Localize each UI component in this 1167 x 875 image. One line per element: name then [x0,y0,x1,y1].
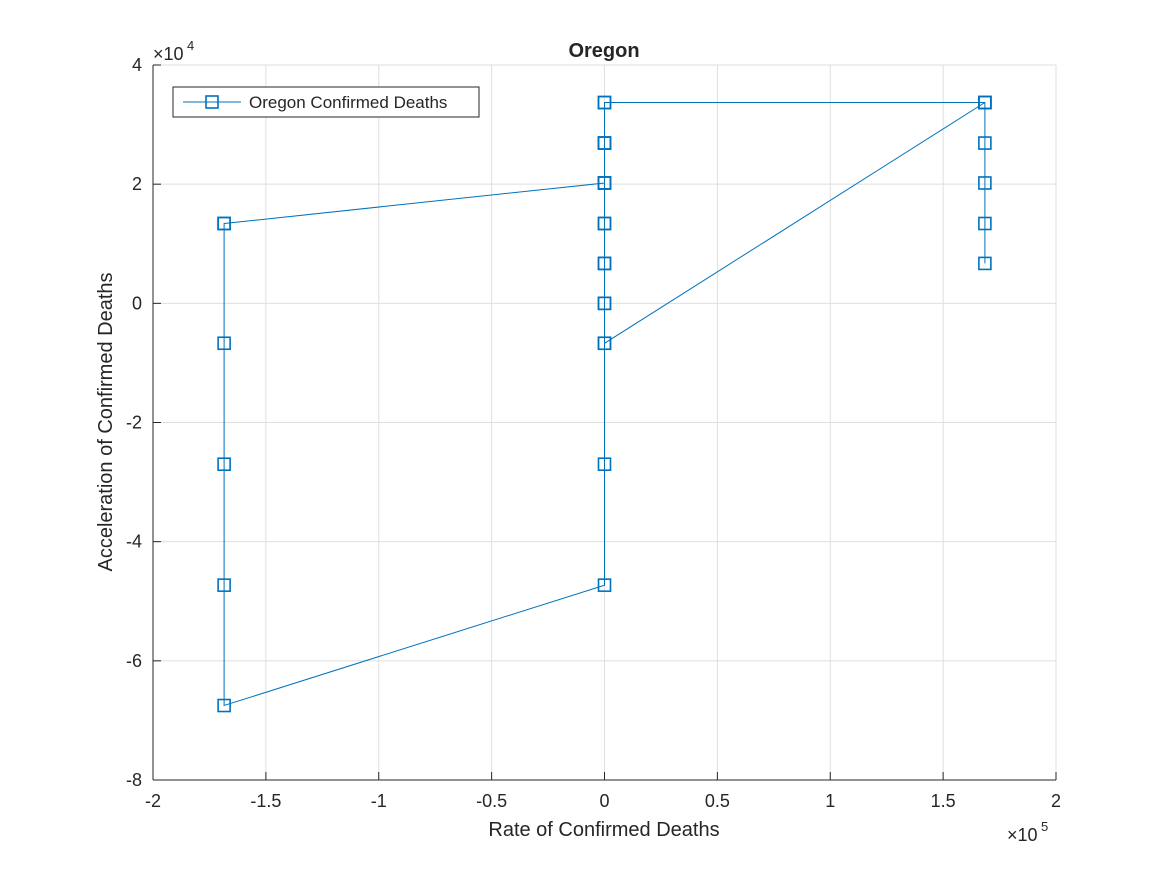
y-tick-label: -4 [126,532,142,552]
legend-box [172,86,480,118]
x-tick-label: -1 [371,791,387,811]
x-tick-label: 0.5 [705,791,730,811]
y-exponent: ×10 4 [153,38,194,64]
y-exponent-power: 4 [187,38,194,53]
data-point-marker [217,457,231,472]
data-point-marker [597,95,612,110]
x-tick-label: -2 [145,791,161,811]
y-tick-label: -2 [126,413,142,433]
y-exponent-base: ×10 [153,44,184,64]
y-tick-label: -6 [126,651,142,671]
tick-marks [152,64,1057,781]
x-tick-label: 0 [599,791,609,811]
x-tick-label: 1.5 [931,791,956,811]
data-point-marker [978,95,992,110]
data-point-marker [217,578,231,592]
tick-labels: -2 -1.5 -1 -0.5 0 0.5 1 1.5 2 -8 -6 -4 -2 0 2 4 [126,55,1061,811]
x-axis-label: Rate of Confirmed Deaths [488,819,719,841]
y-tick-label: 0 [132,293,142,313]
chart-title: Oregon [568,40,639,62]
x-tick-label: -0.5 [476,791,507,811]
x-tick-label: 2 [1051,791,1061,811]
data-point-marker [597,296,612,311]
data-point-marker [978,176,992,190]
data-point-marker [597,136,612,150]
data-point-marker [597,457,612,472]
data-point-marker [978,136,992,150]
y-tick-label: -8 [126,770,142,790]
legend: Oregon Confirmed Deaths [172,86,480,118]
data-point-marker [597,578,612,592]
x-exponent-power: 5 [1041,819,1048,834]
data-point-marker [217,698,231,713]
series-layer [217,95,992,713]
data-point-marker [597,216,612,231]
data-point-marker [597,176,612,190]
data-point-marker [978,256,992,271]
series-line [223,102,986,707]
legend-marker-square [205,95,219,109]
y-tick-label: 2 [132,174,142,194]
data-point-marker [597,256,612,271]
x-exponent: ×10 5 [1007,819,1048,845]
data-point-marker [217,216,231,231]
x-tick-label: 1 [825,791,835,811]
legend-entry-label: Oregon Confirmed Deaths [249,93,447,112]
data-point-marker [978,216,992,231]
x-tick-label: -1.5 [250,791,281,811]
y-axis-label: Acceleration of Confirmed Deaths [95,272,117,571]
x-exponent-base: ×10 [1007,825,1038,845]
y-tick-label: 4 [132,55,142,75]
data-point-marker [217,336,231,351]
data-point-marker [597,336,612,351]
